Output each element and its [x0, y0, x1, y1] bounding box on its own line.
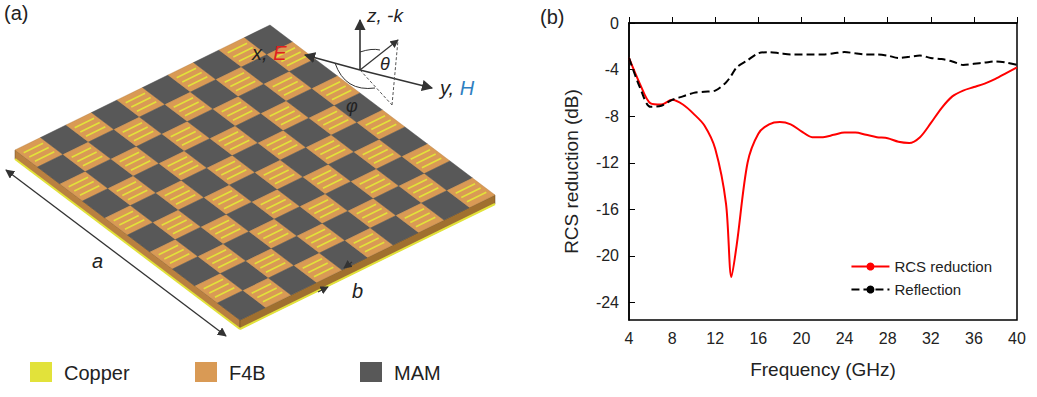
- svg-text:b: b: [352, 280, 363, 302]
- svg-text:x, E: x, E: [251, 42, 287, 64]
- svg-text:RCS reduction: RCS reduction: [894, 258, 992, 275]
- svg-text:MAM: MAM: [394, 362, 441, 384]
- svg-text:-12: -12: [596, 154, 619, 171]
- svg-text:-20: -20: [596, 247, 619, 264]
- svg-text:θ: θ: [380, 54, 390, 74]
- svg-text:12: 12: [706, 330, 724, 347]
- svg-text:40: 40: [1008, 330, 1026, 347]
- svg-text:-24: -24: [596, 294, 619, 311]
- svg-text:4: 4: [625, 330, 634, 347]
- svg-text:20: 20: [793, 330, 811, 347]
- svg-text:28: 28: [879, 330, 897, 347]
- svg-text:-16: -16: [596, 201, 619, 218]
- svg-text:F4B: F4B: [229, 362, 266, 384]
- svg-text:-8: -8: [605, 108, 619, 125]
- svg-text:RCS reduction (dB): RCS reduction (dB): [561, 89, 582, 254]
- svg-text:36: 36: [965, 330, 983, 347]
- svg-text:Reflection: Reflection: [894, 281, 961, 298]
- svg-text:0: 0: [610, 15, 619, 32]
- svg-text:z, -k: z, -k: [366, 5, 404, 26]
- svg-text:16: 16: [749, 330, 767, 347]
- svg-text:32: 32: [922, 330, 940, 347]
- svg-text:(a): (a): [4, 2, 28, 24]
- svg-text:a: a: [92, 250, 103, 272]
- svg-text:Frequency (GHz): Frequency (GHz): [750, 359, 896, 380]
- svg-text:φ: φ: [346, 96, 358, 116]
- svg-text:(b): (b): [540, 6, 564, 28]
- svg-text:Copper: Copper: [64, 362, 130, 384]
- svg-text:8: 8: [668, 330, 677, 347]
- svg-text:24: 24: [836, 330, 854, 347]
- svg-text:y, H: y, H: [438, 77, 475, 99]
- svg-text:-4: -4: [605, 61, 619, 78]
